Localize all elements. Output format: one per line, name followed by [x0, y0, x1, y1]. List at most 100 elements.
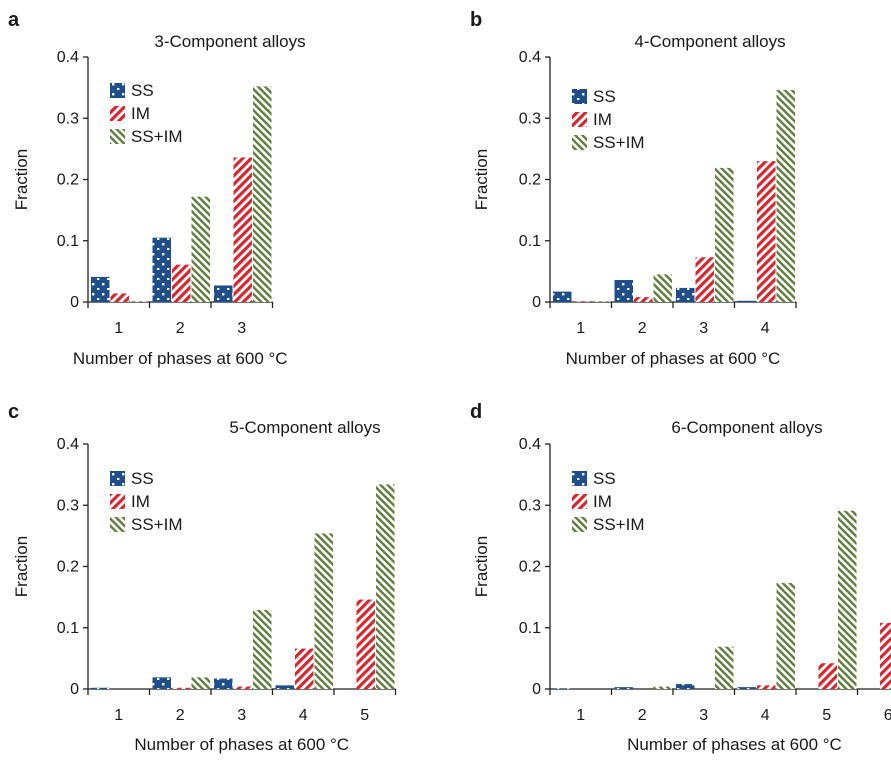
x-tick-label: 3: [237, 320, 246, 337]
y-tick-label: 0.3: [57, 497, 79, 514]
legend-label: IM: [131, 492, 150, 511]
bar-im-2: [172, 687, 191, 689]
bar-im-6: [880, 622, 891, 689]
panel-letter: d: [470, 401, 482, 423]
legend-label: SS+IM: [131, 127, 183, 146]
legend-label: SS: [131, 469, 154, 488]
bar-ss-im-4: [314, 533, 333, 689]
legend-label: SS: [131, 81, 154, 100]
y-tick-label: 0.2: [519, 559, 541, 576]
bar-ss-1: [553, 688, 572, 689]
y-tick-label: 0.3: [519, 110, 541, 127]
y-tick-label: 0.1: [519, 620, 541, 637]
x-tick-label: 6: [884, 707, 891, 724]
bar-ss-3: [676, 287, 695, 302]
x-tick-label: 1: [114, 320, 123, 337]
legend-swatch: [572, 135, 587, 150]
panel-a: a 3-Component alloys Fraction Number of pha…: [8, 9, 306, 368]
bar-ss-1: [553, 291, 572, 302]
bar-im-4: [757, 685, 776, 689]
y-tick-label: 0: [532, 294, 541, 311]
legend-label: IM: [131, 104, 150, 123]
legend-swatch: [110, 494, 125, 509]
y-tick-label: 0.4: [57, 49, 79, 66]
x-tick-label: 3: [699, 707, 708, 724]
y-tick-label: 0.4: [57, 436, 79, 453]
legend-swatch: [110, 517, 125, 532]
x-tick-label: 5: [360, 707, 369, 724]
bar-ss-im-1: [130, 301, 149, 302]
y-axis-label: Fraction: [472, 149, 491, 210]
bar-ss-4: [737, 687, 756, 689]
bar-ss-im-3: [253, 609, 272, 689]
chart-title: 4-Component alloys: [634, 32, 785, 51]
bar-im-2: [634, 297, 653, 302]
bar-ss-2: [152, 677, 171, 689]
bar-im-5: [818, 663, 837, 689]
bar-im-3: [233, 686, 252, 689]
y-axis-label: Fraction: [472, 536, 491, 597]
y-axis-label: Fraction: [12, 536, 31, 597]
x-axis-label: Number of phases at 600 °C: [627, 735, 842, 754]
bar-ss-2: [152, 237, 171, 302]
legend-swatch: [110, 106, 125, 121]
bar-ss-4: [275, 685, 294, 689]
bar-ss-im-2: [191, 677, 210, 689]
bar-ss-im-5: [376, 484, 395, 689]
bar-im-1: [572, 301, 591, 302]
bar-ss-im-3: [253, 86, 272, 303]
bar-ss-im-2: [191, 196, 210, 302]
bar-ss-3: [676, 684, 695, 689]
x-axis-label: Number of phases at 600 °C: [134, 735, 349, 754]
bar-ss-im-2: [653, 686, 672, 689]
panel-b: b 4-Component alloys Fraction Number of pha…: [470, 9, 797, 368]
chart-title: 6-Component alloys: [671, 418, 822, 437]
bar-ss-3: [214, 285, 233, 302]
legend-swatch: [572, 517, 587, 532]
x-tick-label: 2: [176, 707, 185, 724]
legend-label: SS+IM: [593, 515, 645, 534]
y-tick-label: 0.2: [57, 559, 79, 576]
bar-im-5: [356, 599, 375, 689]
x-tick-label: 2: [638, 707, 647, 724]
chart-title: 3-Component alloys: [154, 32, 305, 51]
legend-swatch: [572, 112, 587, 127]
legend-swatch: [572, 89, 587, 104]
bar-ss-im-3: [715, 646, 734, 689]
legend-label: IM: [593, 110, 612, 129]
legend-swatch: [572, 494, 587, 509]
y-axis-label: Fraction: [12, 149, 31, 210]
bar-ss-im-4: [776, 90, 795, 302]
x-tick-label: 4: [299, 707, 308, 724]
legend-swatch: [110, 129, 125, 144]
panel-c: c 5-Component alloys Fraction Number of pha…: [8, 401, 397, 754]
bar-im-3: [695, 257, 714, 302]
y-tick-label: 0.1: [57, 620, 79, 637]
y-tick-label: 0.4: [519, 49, 541, 66]
legend-label: SS+IM: [131, 515, 183, 534]
legend-label: SS: [593, 469, 616, 488]
legend-label: SS: [593, 87, 616, 106]
bar-ss-2: [614, 279, 633, 302]
bar-im-1: [110, 293, 129, 302]
y-tick-label: 0.1: [57, 233, 79, 250]
x-tick-label: 1: [114, 707, 123, 724]
bar-ss-im-4: [776, 583, 795, 689]
x-tick-label: 2: [176, 320, 185, 337]
panel-letter: b: [470, 9, 482, 31]
legend-label: SS+IM: [593, 133, 645, 152]
bar-ss-4: [737, 300, 756, 302]
bar-ss-im-2: [653, 274, 672, 302]
y-tick-label: 0.2: [57, 172, 79, 189]
bar-ss-2: [614, 687, 633, 689]
x-tick-label: 1: [576, 707, 585, 724]
bar-ss-im-5: [838, 510, 857, 689]
bar-im-4: [757, 161, 776, 302]
y-tick-label: 0: [70, 681, 79, 698]
bar-ss-1: [91, 687, 110, 689]
x-tick-label: 1: [576, 320, 585, 337]
bar-ss-im-1: [592, 301, 611, 302]
y-tick-label: 0: [70, 294, 79, 311]
